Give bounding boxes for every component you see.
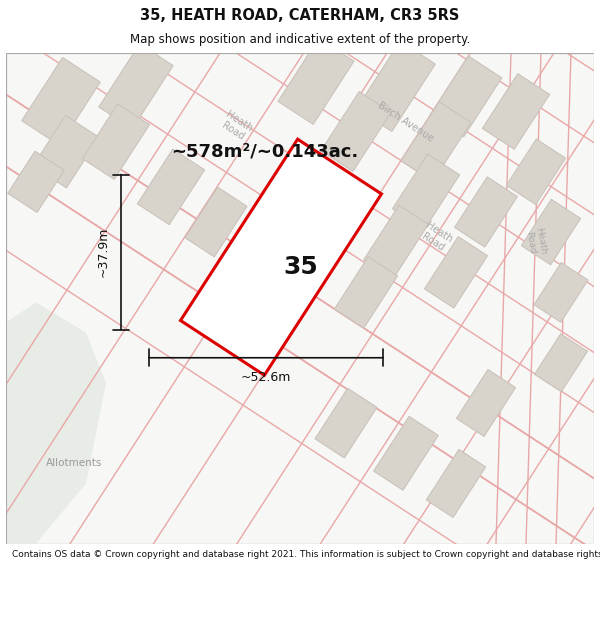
Text: Heath
Road: Heath Road (524, 227, 548, 258)
Polygon shape (534, 262, 588, 322)
Polygon shape (521, 199, 581, 265)
Polygon shape (364, 205, 428, 279)
Polygon shape (426, 449, 486, 518)
Polygon shape (185, 187, 247, 257)
Polygon shape (374, 416, 439, 490)
Text: ~578m²/~0.143ac.: ~578m²/~0.143ac. (171, 142, 358, 161)
Text: 35, HEATH ROAD, CATERHAM, CR3 5RS: 35, HEATH ROAD, CATERHAM, CR3 5RS (140, 8, 460, 23)
Polygon shape (430, 56, 502, 137)
Polygon shape (6, 302, 106, 544)
Polygon shape (455, 177, 517, 247)
Text: ~52.6m: ~52.6m (241, 371, 291, 384)
Text: Allotments: Allotments (46, 458, 103, 468)
Polygon shape (334, 257, 398, 328)
Polygon shape (356, 41, 436, 131)
Polygon shape (457, 369, 515, 436)
Text: Map shows position and indicative extent of the property.: Map shows position and indicative extent… (130, 33, 470, 46)
Polygon shape (321, 92, 391, 171)
Polygon shape (392, 154, 460, 229)
Polygon shape (315, 388, 377, 458)
Polygon shape (181, 139, 382, 375)
Polygon shape (99, 44, 173, 129)
Text: 35: 35 (284, 255, 319, 279)
Polygon shape (535, 334, 587, 392)
Polygon shape (278, 38, 354, 124)
Text: Heath
Road: Heath Road (218, 109, 254, 144)
Polygon shape (401, 102, 471, 181)
Text: Contains OS data © Crown copyright and database right 2021. This information is : Contains OS data © Crown copyright and d… (12, 550, 600, 559)
Text: ~37.9m: ~37.9m (97, 227, 110, 278)
Polygon shape (8, 151, 64, 213)
Text: Heath
Road: Heath Road (418, 220, 454, 254)
Polygon shape (424, 237, 488, 308)
Polygon shape (82, 104, 149, 179)
Polygon shape (482, 74, 550, 149)
Polygon shape (33, 116, 99, 188)
Polygon shape (506, 139, 566, 204)
Polygon shape (22, 58, 100, 146)
Polygon shape (137, 149, 205, 224)
Text: Birch Avenue: Birch Avenue (376, 100, 436, 143)
